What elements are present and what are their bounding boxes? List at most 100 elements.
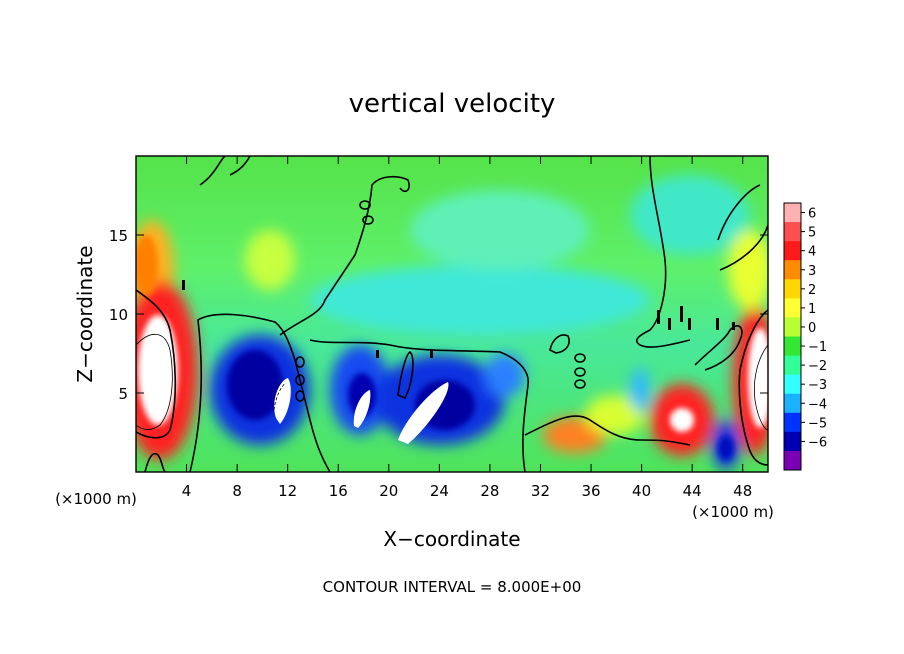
- core-left-white: [138, 315, 178, 425]
- contour-mid-c: [524, 415, 691, 446]
- mini-contour-7: [376, 350, 379, 358]
- colorbar-swatch: [784, 222, 801, 242]
- mini-contour-9: [430, 350, 433, 358]
- x-tick-label: 20: [379, 482, 398, 500]
- colorbar-label: 6: [808, 207, 816, 222]
- contour-interval-label: CONTOUR INTERVAL = 8.000E+00: [323, 578, 582, 596]
- colorbar-label: 5: [808, 226, 816, 241]
- contour-bottom-left: [144, 453, 166, 472]
- core-white-22: [398, 382, 449, 444]
- colorbar-label: −1: [808, 340, 827, 355]
- core-upper-orange: [136, 235, 158, 295]
- colorbar: 6 5 4 3 2 1 0 −1 −2 −3 −4 −5 −6: [783, 202, 827, 471]
- x-axis-title: X−coordinate: [383, 527, 520, 551]
- colorbar-swatch: [784, 317, 801, 337]
- blob-cyan-3: [630, 175, 750, 255]
- contour-island-34: [549, 334, 570, 354]
- contour-bubble-4: [574, 353, 586, 363]
- y-tick-label: 10: [109, 306, 128, 324]
- x-tick-label: 28: [480, 482, 499, 500]
- contour-bubble-5: [574, 367, 586, 377]
- colorbar-swatch: [784, 412, 801, 433]
- plot-area: [136, 156, 768, 472]
- contour-bubble-3: [295, 390, 305, 402]
- contour-island-20: [397, 350, 414, 400]
- x-tick-label: 4: [182, 482, 192, 500]
- colorbar-swatch: [784, 298, 801, 318]
- blob-down-40: [630, 368, 650, 412]
- blob-cyan-1: [310, 265, 650, 335]
- contour-right-thin: [753, 344, 768, 431]
- x-tick-label: 40: [632, 482, 651, 500]
- contour-lines: [136, 156, 768, 472]
- colorbar-label: 3: [808, 264, 816, 279]
- x-tick-label: 12: [278, 482, 297, 500]
- x-tick-label: 32: [531, 482, 550, 500]
- colorbar-swatch: [784, 279, 801, 299]
- contour-lines-thin: [136, 333, 768, 431]
- contour-bubble-7: [359, 200, 371, 210]
- blob-left-yellow: [245, 230, 295, 290]
- x-tick-label: 8: [232, 482, 242, 500]
- colorbar-swatch: [784, 336, 801, 357]
- x-tick-label: 48: [733, 482, 752, 500]
- contour-left-thin: [136, 333, 173, 430]
- chart-title: vertical velocity: [349, 89, 556, 119]
- colorbar-label: 4: [808, 245, 816, 260]
- colorbar-label: −3: [808, 378, 827, 393]
- y-axis-title: Z−coordinate: [73, 245, 97, 382]
- y-axis-ticks: 5 10 15: [109, 227, 768, 403]
- mini-contour-6: [732, 322, 735, 330]
- contour-bubble-2: [295, 374, 305, 386]
- blob-right-yellow: [728, 230, 768, 310]
- y-tick-label: 5: [118, 385, 128, 403]
- contour-right-lower: [694, 325, 743, 371]
- x-tick-label: 36: [581, 482, 600, 500]
- core-43-white: [670, 408, 694, 432]
- colorbar-label: 2: [808, 283, 816, 298]
- colorbar-label: −4: [808, 397, 827, 412]
- x-tick-label: 44: [683, 482, 702, 500]
- x-unit-label-right: (×1000 m): [692, 503, 774, 521]
- contour-main-left: [189, 313, 331, 472]
- colorbar-label: −6: [808, 435, 827, 450]
- core-white-19: [353, 390, 371, 428]
- colorbar-label: 1: [808, 302, 816, 317]
- contour-mid-b: [309, 339, 529, 472]
- mini-contour-5: [716, 318, 719, 330]
- core-white-12: [274, 378, 291, 424]
- contour-bubble-6: [574, 379, 586, 389]
- colorbar-swatch: [784, 355, 801, 376]
- colorbar-swatch: [784, 393, 801, 414]
- x-tick-label: 24: [430, 482, 449, 500]
- colorbar-label: 0: [808, 321, 816, 336]
- colorbar-swatch: [784, 241, 801, 261]
- contour-bubble-8: [362, 215, 374, 225]
- mini-contour-1: [657, 310, 660, 324]
- x-tick-label: 16: [329, 482, 348, 500]
- colorbar-label: −5: [808, 416, 827, 431]
- blob-cyan-2: [410, 190, 590, 270]
- white-cores: [274, 378, 449, 444]
- colorbar-frame: [783, 202, 802, 471]
- mini-contour-2: [668, 318, 671, 330]
- small-contours: [182, 280, 735, 358]
- contour-right-a: [635, 156, 691, 348]
- blob-down-30: [485, 353, 525, 397]
- mini-contour-3: [680, 306, 683, 322]
- contour-mid-a: [279, 175, 410, 336]
- colorbar-swatch: [784, 374, 801, 395]
- mini-contour-8: [182, 280, 185, 290]
- core-down-46: [718, 436, 734, 460]
- colorbar-swatch: [784, 431, 801, 452]
- contour-bubble-1: [295, 356, 305, 368]
- colorbar-swatch: [784, 260, 801, 280]
- x-axis-ticks: 4 8 12 16 20 24 28 32 36 40 44 48: [182, 156, 752, 500]
- mini-contour-4: [688, 318, 691, 330]
- core-down-10: [227, 350, 283, 420]
- colorbar-swatch: [784, 450, 801, 471]
- colorbar-swatch: [784, 203, 801, 223]
- contour-left-column: [136, 289, 177, 439]
- blob-yellow-38: [585, 395, 645, 435]
